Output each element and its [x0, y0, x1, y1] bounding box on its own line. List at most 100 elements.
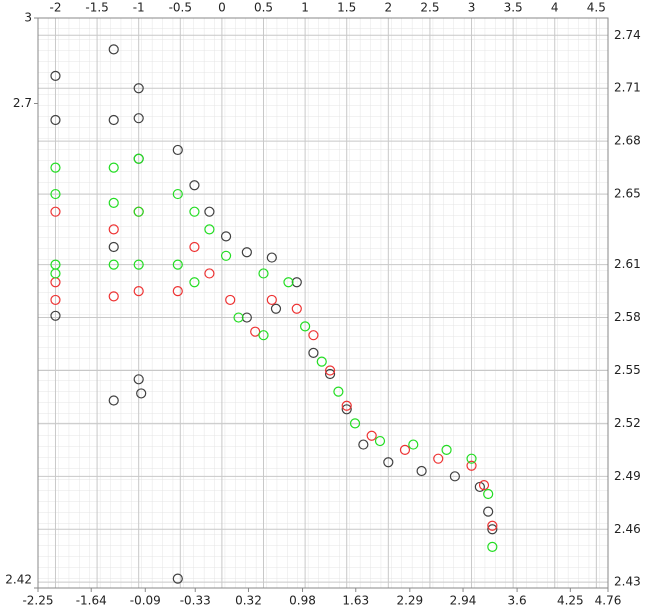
y-tick-label: 3 [24, 11, 32, 25]
x2-tick-label: 1.63 [342, 594, 369, 608]
point [341, 404, 352, 415]
point [220, 231, 232, 242]
point [250, 326, 261, 337]
y2-tick-label: 2.55 [614, 363, 641, 377]
x-tick-label: 0 [218, 1, 226, 15]
point [172, 285, 183, 297]
point [108, 224, 119, 235]
minor-grid [38, 18, 608, 588]
point [136, 388, 147, 399]
point [189, 241, 200, 253]
y2-tick-label: 2.58 [614, 310, 641, 324]
point [466, 460, 477, 471]
point [108, 162, 119, 173]
point [324, 365, 336, 376]
point [172, 259, 183, 270]
point [50, 268, 61, 279]
point [399, 444, 411, 455]
y2-tick-label: 2.65 [614, 187, 641, 201]
y2-tick-label: 2.49 [614, 469, 641, 483]
point [441, 444, 452, 455]
point [133, 83, 144, 94]
x-tick-label: -1 [133, 1, 145, 15]
point [341, 400, 352, 411]
x-tick-label: 1 [301, 1, 309, 15]
x2-tick-label: 0.32 [235, 594, 262, 608]
x2-tick-label: -1.64 [76, 594, 107, 608]
point [291, 277, 302, 288]
point [233, 312, 244, 323]
point [50, 294, 61, 306]
point [189, 206, 200, 217]
point [172, 144, 183, 156]
point [50, 310, 61, 321]
point [172, 573, 183, 584]
point [266, 252, 277, 263]
x-tick-label: 0.5 [254, 1, 273, 15]
point [324, 368, 336, 380]
x-tick-label: 2.5 [420, 1, 439, 15]
point [108, 259, 119, 270]
point [50, 70, 61, 81]
y-tick-label: 2.7 [13, 96, 32, 110]
point [483, 488, 494, 500]
x2-tick-label: -0.33 [180, 594, 211, 608]
point [50, 114, 61, 126]
x-tick-label: 4.5 [587, 1, 606, 15]
point [358, 439, 369, 450]
point [108, 114, 119, 126]
point [133, 113, 144, 124]
point [487, 541, 498, 552]
x-tick-label: -1.5 [85, 1, 108, 15]
point [241, 312, 252, 323]
point [241, 247, 252, 258]
point [283, 277, 294, 288]
x2-tick-label: 4.76 [595, 594, 622, 608]
point [349, 418, 361, 429]
point [133, 206, 144, 217]
x2-tick-label: 3.6 [508, 594, 527, 608]
point [133, 153, 144, 164]
point [50, 206, 61, 217]
point [487, 524, 498, 535]
point [204, 268, 215, 279]
y2-tick-label: 2.74 [614, 28, 641, 42]
point [366, 430, 377, 441]
point [316, 356, 327, 367]
point [220, 250, 232, 261]
point [291, 303, 302, 314]
y2-tick-label: 2.68 [614, 134, 641, 148]
y2-tick-label: 2.43 [614, 575, 641, 589]
point [108, 395, 119, 406]
point [300, 321, 311, 332]
x2-tick-label: -2.25 [22, 594, 53, 608]
point [50, 162, 61, 173]
y-tick-label: 2.42 [5, 573, 32, 587]
point [266, 294, 277, 306]
y2-tick-label: 2.46 [614, 522, 641, 536]
x2-tick-label: -0.09 [130, 594, 161, 608]
point [258, 268, 269, 279]
x2-tick-label: 4.25 [557, 594, 584, 608]
point [483, 506, 494, 517]
point [449, 471, 460, 482]
point [433, 453, 444, 464]
point [333, 386, 344, 397]
x-tick-label: -2 [49, 1, 61, 15]
point [108, 241, 119, 253]
point [108, 44, 119, 55]
point [50, 188, 61, 200]
plot-frame [37, 17, 609, 589]
point [408, 439, 419, 450]
point [487, 520, 498, 531]
point [374, 435, 386, 447]
x-tick-label: 2 [385, 1, 393, 15]
x-tick-label: 1.5 [337, 1, 356, 15]
x2-tick-label: 0.98 [289, 594, 316, 608]
plot-layer [38, 18, 608, 588]
point [133, 285, 144, 297]
point [270, 303, 282, 314]
point [133, 259, 144, 270]
